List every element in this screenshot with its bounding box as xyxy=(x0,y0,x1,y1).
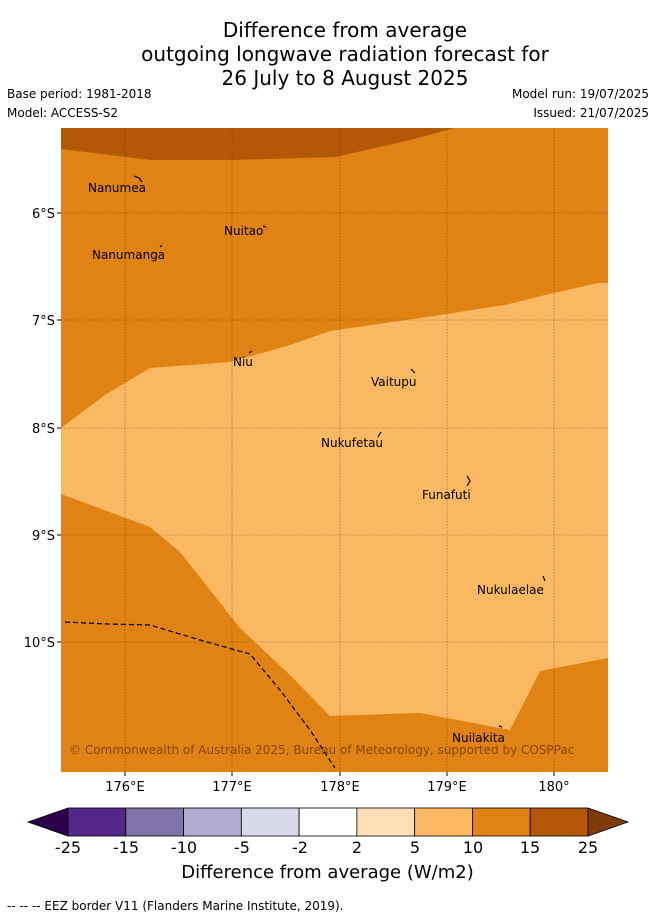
title-line-2: outgoing longwave radiation forecast for xyxy=(141,42,549,66)
island-nukulaelae xyxy=(542,575,546,582)
colorbar-bin xyxy=(356,807,416,837)
colorbar-bin xyxy=(529,807,589,837)
colorbar-bin xyxy=(67,807,127,837)
title-line-3: 26 July to 8 August 2025 xyxy=(221,66,469,90)
place-label-nukufetau: Nukufetau xyxy=(321,436,383,450)
band-15-25-north xyxy=(61,128,455,160)
base-period: Base period: 1981-2018 xyxy=(7,87,152,101)
lon-label-177e: 177°E xyxy=(212,780,252,795)
place-label-vaitupu: Vaitupu xyxy=(371,375,417,389)
lat-label-10s: 10°S xyxy=(24,636,55,651)
model-name: Model: ACCESS-S2 xyxy=(7,106,119,120)
colorbar-tick: 15 xyxy=(520,838,540,857)
colorbar-extend-low xyxy=(26,807,69,837)
colorbar-tick: -10 xyxy=(171,838,197,857)
lon-label-176e: 176°E xyxy=(105,780,145,795)
lat-label-7s: 7°S xyxy=(32,314,55,329)
island-funafuti xyxy=(466,475,471,487)
colorbar-bin xyxy=(414,807,473,837)
lat-label-9s: 9°S xyxy=(32,529,55,544)
title-line-1: Difference from average xyxy=(222,18,468,42)
place-label-niu: Niu xyxy=(233,355,253,369)
lat-label-8s: 8°S xyxy=(32,422,55,437)
band-5-10-central xyxy=(61,283,608,730)
colorbar-bin xyxy=(298,807,358,837)
colorbar-tick: -5 xyxy=(234,838,250,857)
island-niu xyxy=(248,350,253,354)
copyright-notice: © Commonwealth of Australia 2025, Bureau… xyxy=(69,743,574,757)
colorbar-bin xyxy=(240,807,300,837)
colorbar xyxy=(26,807,630,837)
place-label-funafuti: Funafuti xyxy=(422,488,471,502)
issued-date: Issued: 21/07/2025 xyxy=(533,106,649,120)
eez-border xyxy=(64,621,336,769)
island-nuilakita xyxy=(498,725,503,728)
lon-label-179e: 179°E xyxy=(427,780,467,795)
colorbar-extend-high xyxy=(587,807,630,837)
map-panel: Nanumea Nuitao Nanumanga Niu Vaitupu Nuk… xyxy=(61,128,608,772)
lon-label-178e: 178°E xyxy=(320,780,360,795)
lon-label-180: 180° xyxy=(538,780,569,795)
colorbar-bin xyxy=(125,807,184,837)
place-label-nanumanga: Nanumanga xyxy=(92,248,165,262)
island-nanumea xyxy=(133,175,143,183)
colorbar-tick: 25 xyxy=(578,838,598,857)
colorbar-tick: 5 xyxy=(410,838,420,857)
island-nuitao xyxy=(262,225,267,228)
island-nukufetau xyxy=(377,431,382,438)
colorbar-tick-labels: -25 -15 -10 -5 -2 2 5 10 15 25 xyxy=(55,838,598,857)
colorbar-bin xyxy=(183,807,242,837)
island-marks xyxy=(133,175,546,728)
colorbar-tick: -25 xyxy=(55,838,81,857)
place-label-nanumea: Nanumea xyxy=(88,181,146,195)
colorbar-tick: -2 xyxy=(292,838,308,857)
lat-label-6s: 6°S xyxy=(32,207,55,222)
island-nanumanga xyxy=(159,244,163,248)
place-label-nuitao: Nuitao xyxy=(224,224,263,238)
colorbar-tick: 10 xyxy=(463,838,483,857)
colorbar-title: Difference from average (W/m2) xyxy=(181,862,474,883)
place-label-nuilakita: Nuilakita xyxy=(452,731,505,745)
colorbar-tick: -15 xyxy=(113,838,139,857)
colorbar-tick: 2 xyxy=(352,838,362,857)
axis-ticks xyxy=(57,212,555,776)
eez-footnote: -- -- -- EEZ border V11 (Flanders Marine… xyxy=(7,899,344,913)
place-label-nukulaelae: Nukulaelae xyxy=(477,583,544,597)
model-run: Model run: 19/07/2025 xyxy=(511,87,649,101)
island-vaitupu xyxy=(410,368,416,374)
graticule xyxy=(61,128,608,772)
colorbar-bin xyxy=(472,807,531,837)
